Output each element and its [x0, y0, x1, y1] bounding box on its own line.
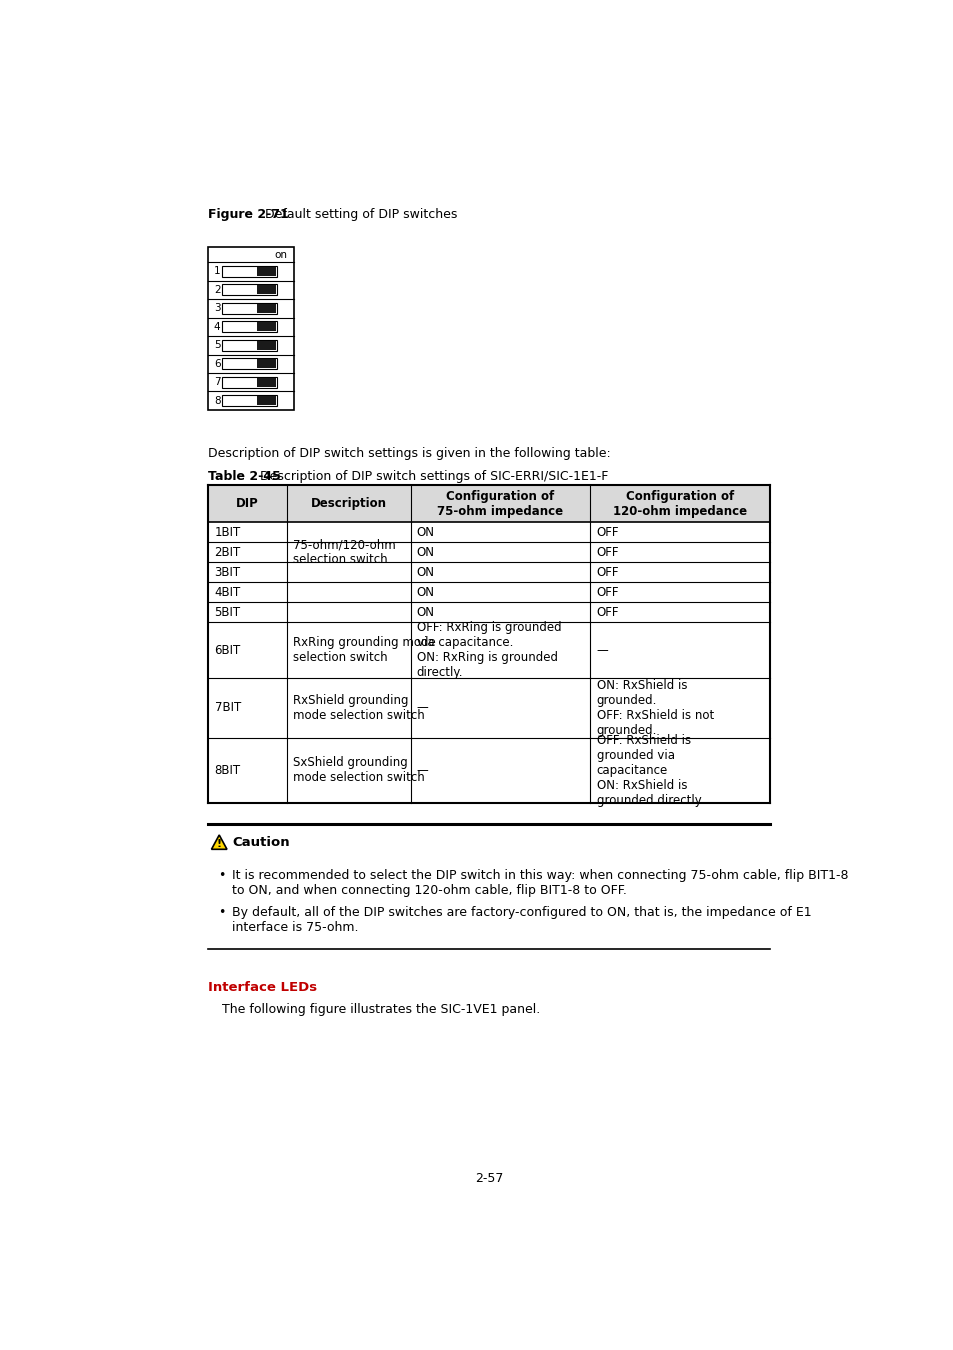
Text: OFF: OFF	[596, 526, 618, 539]
Text: Caution: Caution	[233, 836, 290, 849]
Bar	[208, 543, 769, 563]
Text: 3BIT: 3BIT	[214, 566, 240, 579]
Text: •: •	[217, 906, 225, 919]
Bar	[222, 340, 276, 351]
Text: ON: ON	[416, 606, 435, 618]
Text: 5: 5	[213, 340, 220, 350]
Text: 7BIT: 7BIT	[214, 702, 240, 714]
Text: 6BIT: 6BIT	[214, 644, 240, 656]
Bar	[222, 266, 276, 277]
Bar	[256, 323, 275, 331]
Text: OFF: OFF	[596, 545, 618, 559]
Text: Interface LEDs: Interface LEDs	[208, 981, 317, 995]
Text: 8BIT: 8BIT	[214, 764, 240, 776]
Text: RxRing grounding mode
selection switch: RxRing grounding mode selection switch	[293, 636, 436, 664]
Text: Table 2-45: Table 2-45	[208, 470, 281, 483]
Text: ON: ON	[416, 526, 435, 539]
Text: Description of DIP switch settings of SIC-ERRI/SIC-1E1-F: Description of DIP switch settings of SI…	[256, 470, 608, 483]
Text: —: —	[596, 644, 608, 656]
Text: !: !	[216, 840, 221, 849]
Bar	[208, 247, 294, 410]
Text: By default, all of the DIP switches are factory-configured to ON, that is, the i: By default, all of the DIP switches are …	[232, 906, 810, 934]
Text: 6: 6	[213, 359, 220, 369]
Bar	[222, 358, 276, 369]
Bar	[222, 396, 276, 406]
Bar	[256, 359, 275, 369]
Bar	[222, 377, 276, 387]
Bar	[208, 563, 769, 582]
Text: 5BIT: 5BIT	[214, 606, 240, 618]
Bar	[208, 582, 769, 602]
Text: Description: Description	[311, 497, 386, 510]
Text: OFF: RxShield is
grounded via
capacitance
ON: RxShield is
grounded directly.: OFF: RxShield is grounded via capacitanc…	[596, 734, 702, 807]
Text: OFF: RxRing is grounded
via capacitance.
ON: RxRing is grounded
directly.: OFF: RxRing is grounded via capacitance.…	[416, 621, 561, 679]
Bar	[208, 602, 769, 622]
Text: ON: ON	[416, 586, 435, 599]
Text: 4: 4	[213, 321, 220, 332]
Text: SxShield grounding
mode selection switch: SxShield grounding mode selection switch	[293, 756, 424, 784]
Bar	[256, 267, 275, 275]
Text: It is recommended to select the DIP switch in this way: when connecting 75-ohm c: It is recommended to select the DIP swit…	[232, 869, 847, 896]
Bar	[208, 678, 769, 738]
Text: ON: ON	[416, 545, 435, 559]
Bar	[208, 738, 769, 803]
Text: OFF: OFF	[596, 606, 618, 618]
Bar	[208, 622, 769, 678]
Text: ON: RxShield is
grounded.
OFF: RxShield is not
grounded.: ON: RxShield is grounded. OFF: RxShield …	[596, 679, 713, 737]
Text: 2-57: 2-57	[475, 1172, 502, 1184]
Bar	[256, 340, 275, 350]
Text: 2BIT: 2BIT	[214, 545, 240, 559]
Text: —: —	[416, 702, 428, 714]
Bar	[256, 285, 275, 294]
Text: Default setting of DIP switches: Default setting of DIP switches	[261, 208, 457, 221]
Bar	[208, 486, 769, 522]
Text: 2: 2	[213, 285, 220, 294]
Text: —: —	[416, 764, 428, 776]
Text: 75-ohm/120-ohm
selection switch: 75-ohm/120-ohm selection switch	[293, 539, 395, 567]
Bar	[222, 321, 276, 332]
Text: 1: 1	[213, 266, 220, 277]
Polygon shape	[212, 836, 227, 849]
Text: OFF: OFF	[596, 586, 618, 599]
Text: 4BIT: 4BIT	[214, 586, 240, 599]
Text: RxShield grounding
mode selection switch: RxShield grounding mode selection switch	[293, 694, 424, 722]
Text: 3: 3	[213, 304, 220, 313]
Text: DIP: DIP	[236, 497, 259, 510]
Text: OFF: OFF	[596, 566, 618, 579]
Text: Description of DIP switch settings is given in the following table:: Description of DIP switch settings is gi…	[208, 447, 611, 460]
Text: 8: 8	[213, 396, 220, 406]
Text: The following figure illustrates the SIC-1VE1 panel.: The following figure illustrates the SIC…	[222, 1003, 540, 1015]
Text: •: •	[217, 869, 225, 882]
Text: 1BIT: 1BIT	[214, 526, 240, 539]
Bar	[256, 378, 275, 387]
Bar	[208, 522, 769, 543]
Text: Configuration of
120-ohm impedance: Configuration of 120-ohm impedance	[613, 490, 746, 518]
Text: Configuration of
75-ohm impedance: Configuration of 75-ohm impedance	[437, 490, 563, 518]
Text: on: on	[274, 250, 287, 259]
Text: 7: 7	[213, 377, 220, 387]
Bar	[256, 304, 275, 313]
Text: Figure 2-71: Figure 2-71	[208, 208, 289, 221]
Bar	[222, 302, 276, 313]
Bar	[256, 396, 275, 405]
Text: ON: ON	[416, 566, 435, 579]
Bar	[222, 285, 276, 296]
